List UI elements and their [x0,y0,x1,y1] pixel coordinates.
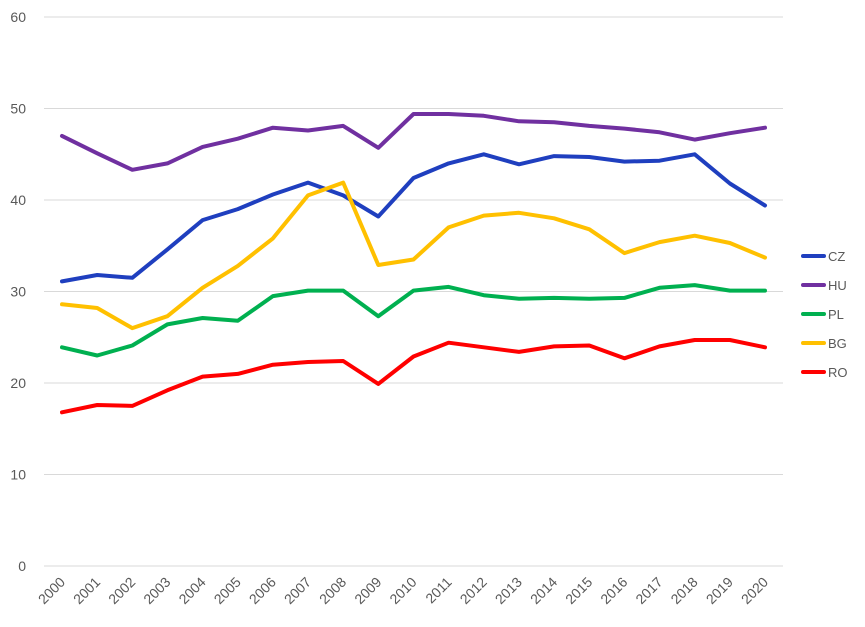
series-line-pl [60,283,767,358]
y-tick-label: 60 [10,9,26,25]
y-tick-label: 20 [10,375,26,391]
series-line-ro [60,338,767,415]
x-tick-label: 2002 [105,574,138,607]
x-tick-label: 2016 [597,574,630,607]
x-tick-label: 2005 [211,574,244,607]
x-tick-label: 2010 [386,574,419,607]
x-axis-tick-labels: 2000 2001 2002 2003 2004 2005 2006 2007 2008 2009… [35,574,771,607]
x-tick-label: 2008 [316,574,349,607]
y-axis-tick-labels: 0 10 20 30 40 50 60 [10,9,26,574]
x-tick-label: 2017 [632,574,665,607]
series-lines [60,112,767,415]
x-tick-label: 2018 [667,574,700,607]
x-tick-label: 2011 [422,574,455,607]
y-tick-label: 10 [10,467,26,483]
x-tick-label: 2020 [738,574,771,607]
series-line-hu [60,112,767,172]
x-tick-label: 2013 [492,574,525,607]
legend-label-ro: RO [828,365,848,380]
legend-label-pl: PL [828,307,844,322]
x-tick-label: 2014 [527,574,560,607]
x-tick-label: 2001 [70,574,103,607]
y-tick-label: 0 [18,558,26,574]
y-tick-label: 40 [10,192,26,208]
series-line-bg [60,180,767,331]
x-tick-label: 2004 [175,574,208,607]
series-line-cz [60,152,767,284]
x-tick-label: 2006 [246,574,279,607]
y-tick-label: 30 [10,284,26,300]
gridlines [44,16,783,567]
legend-label-hu: HU [828,278,847,293]
x-tick-label: 2000 [35,574,68,607]
legend-label-bg: BG [828,336,847,351]
x-tick-label: 2015 [562,574,595,607]
legend: CZ HU PL BG RO [801,249,848,380]
x-tick-label: 2003 [140,574,173,607]
x-tick-label: 2009 [351,574,384,607]
legend-label-cz: CZ [828,249,845,264]
x-tick-label: 2019 [703,574,736,607]
y-tick-label: 50 [10,101,26,117]
x-tick-label: 2012 [457,574,490,607]
x-tick-label: 2007 [281,574,314,607]
